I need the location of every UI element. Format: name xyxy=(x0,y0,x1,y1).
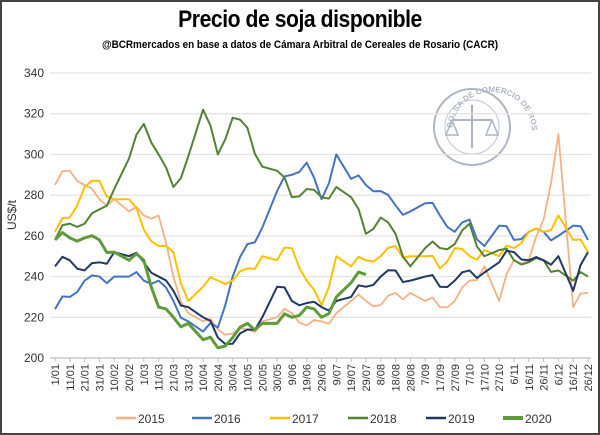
legend-label-2017: 2017 xyxy=(292,412,319,426)
legend-label-2018: 2018 xyxy=(370,412,397,426)
x-tick-label: 29/07 xyxy=(361,364,373,392)
series-line-2016 xyxy=(54,153,589,333)
x-tick-label: 21/03 xyxy=(168,364,180,392)
x-tick-label: 29/06 xyxy=(317,364,329,392)
x-tick-label: 1/03 xyxy=(139,364,151,385)
x-tick-label: 17/09 xyxy=(435,364,447,392)
series-line-2020 xyxy=(53,230,367,350)
y-tick-label: 320 xyxy=(24,107,44,121)
y-tick-label: 340 xyxy=(24,66,44,80)
x-tick-label: 16/11 xyxy=(524,364,536,391)
x-tick-label: 8/08 xyxy=(376,364,388,385)
x-tick-label: 6/12 xyxy=(553,364,565,385)
x-tick-label: 10/05 xyxy=(242,364,254,392)
x-tick-label: 30/04 xyxy=(228,364,240,392)
x-tick-label: 31/01 xyxy=(94,364,106,392)
chart-title: Precio de soja disponible xyxy=(178,6,422,33)
x-tick-label: 10/04 xyxy=(198,364,210,392)
x-tick-label: 26/11 xyxy=(539,364,551,391)
x-tick-label: 26/12 xyxy=(583,364,595,392)
x-tick-label: 10/02 xyxy=(109,364,121,392)
y-tick-label: 260 xyxy=(24,229,44,243)
x-tick-label: 20/04 xyxy=(213,364,225,392)
y-tick-label: 220 xyxy=(24,310,44,324)
chart-subtitle: @BCRmercados en base a datos de Cámara A… xyxy=(101,39,499,51)
x-tick-label: 18/08 xyxy=(391,364,403,392)
x-tick-label: 11/03 xyxy=(154,364,166,391)
series-line-2019 xyxy=(54,249,589,345)
legend-label-2019: 2019 xyxy=(448,412,475,426)
x-tick-label: 11/01 xyxy=(65,364,77,391)
x-tick-label: 16/12 xyxy=(568,364,580,392)
x-tick-label: 6/11 xyxy=(509,364,521,385)
x-tick-label: 21/01 xyxy=(80,364,92,392)
y-tick-label: 240 xyxy=(24,270,44,284)
x-tick-label: 27/09 xyxy=(450,364,462,392)
legend-label-2020: 2020 xyxy=(525,412,552,426)
x-tick-label: 19/06 xyxy=(302,364,314,392)
svg-text:BOLSA DE COMERCIO DE ROSARIO: BOLSA DE COMERCIO DE ROSARIO xyxy=(0,0,539,132)
x-tick-label: 30/05 xyxy=(272,364,284,392)
legend-label-2016: 2016 xyxy=(214,412,241,426)
y-tick-label: 200 xyxy=(24,351,44,365)
series-line-2018 xyxy=(54,108,589,282)
series-line-2017 xyxy=(54,179,589,307)
x-tick-label: 27/10 xyxy=(494,364,506,392)
x-tick-label: 19/07 xyxy=(346,364,358,392)
x-tick-label: 9/06 xyxy=(287,364,299,385)
x-tick-label: 7/09 xyxy=(420,364,432,385)
x-tick-label: 9/07 xyxy=(331,364,343,385)
y-axis-label: US$/t xyxy=(5,199,19,230)
x-tick-label: 7/10 xyxy=(465,364,477,385)
x-tick-label: 17/10 xyxy=(479,364,491,392)
x-tick-label: 31/03 xyxy=(183,364,195,392)
x-tick-label: 20/05 xyxy=(257,364,269,392)
series-line-2015 xyxy=(54,133,589,336)
y-tick-label: 300 xyxy=(24,147,44,161)
bcr-seal-watermark: BOLSA DE COMERCIO DE ROSARIO xyxy=(0,0,539,166)
legend-label-2015: 2015 xyxy=(138,412,165,426)
x-tick-label: 28/08 xyxy=(405,364,417,392)
y-tick-label: 280 xyxy=(24,188,44,202)
x-tick-label: 20/02 xyxy=(124,364,136,392)
x-tick-label: 1/01 xyxy=(50,364,62,385)
